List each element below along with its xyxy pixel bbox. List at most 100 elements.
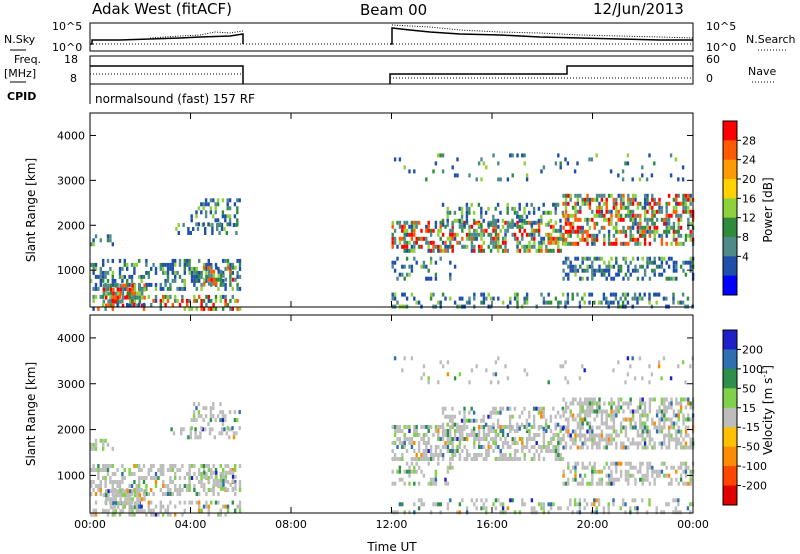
- echo-cell: [636, 409, 640, 414]
- echo-cell: [684, 233, 688, 238]
- echo-cell: [485, 498, 488, 503]
- echo-cell: [591, 445, 594, 450]
- echo-cell: [564, 157, 567, 162]
- echo-cell: [413, 228, 416, 233]
- echo-cell: [501, 425, 505, 429]
- echo-cell: [131, 303, 134, 308]
- echo-cell: [576, 292, 579, 297]
- echo-cell: [485, 453, 488, 457]
- echo-cell: [634, 213, 637, 218]
- echo-cell: [564, 197, 568, 202]
- echo-cell: [425, 228, 428, 233]
- echo-cell: [439, 437, 442, 441]
- echo-cell: [523, 218, 526, 223]
- echo-cell: [646, 264, 649, 269]
- echo-cell: [104, 476, 107, 480]
- echo-cell: [420, 437, 423, 441]
- echo-cell: [571, 417, 575, 422]
- echo-cell: [133, 489, 137, 494]
- echo-cell: [675, 397, 678, 402]
- echo-cell: [200, 472, 203, 476]
- echo-cell: [415, 224, 418, 229]
- echo-cell: [92, 262, 95, 267]
- echo-cell: [648, 300, 651, 305]
- echo-cell: [533, 232, 536, 237]
- echo-cell: [569, 469, 572, 474]
- echo-cell: [665, 201, 668, 206]
- echo-cell: [468, 410, 471, 415]
- echo-cell: [398, 469, 402, 474]
- echo-cell: [636, 256, 640, 261]
- echo-cell: [610, 209, 613, 214]
- echo-cell: [549, 441, 553, 445]
- echo-cell: [232, 223, 236, 227]
- echo-cell: [576, 229, 580, 234]
- echo-cell: [554, 457, 558, 461]
- echo-cell: [128, 484, 131, 488]
- echo-cell: [198, 294, 201, 299]
- echo-cell: [675, 197, 678, 202]
- echo-cell: [194, 435, 197, 440]
- echo-cell: [641, 233, 644, 238]
- echo-cell: [480, 498, 483, 503]
- echo-cell: [552, 437, 555, 441]
- echo-cell: [682, 413, 685, 418]
- echo-cell: [569, 197, 572, 202]
- echo-cell: [209, 414, 213, 419]
- echo-cell: [559, 441, 562, 445]
- echo-cell: [114, 480, 117, 484]
- echo-cell: [595, 409, 599, 414]
- echo-cell: [650, 173, 654, 178]
- echo-cell: [581, 433, 584, 438]
- echo-cell: [417, 300, 421, 305]
- echo-cell: [197, 402, 201, 407]
- echo-cell: [106, 512, 110, 517]
- echo-cell: [238, 198, 241, 203]
- echo-cell: [92, 266, 95, 271]
- echo-cell: [180, 427, 183, 432]
- echo-cell: [480, 425, 483, 429]
- echo-cell: [460, 218, 464, 223]
- echo-cell: [480, 228, 483, 233]
- echo-cell: [516, 441, 519, 445]
- echo-cell: [410, 264, 414, 269]
- echo-cell: [591, 429, 594, 434]
- echo-cell: [670, 405, 673, 410]
- echo-cell: [610, 433, 613, 438]
- echo-cell: [405, 461, 409, 466]
- echo-cell: [456, 240, 459, 245]
- echo-cell: [193, 266, 196, 271]
- echo-cell: [603, 401, 606, 406]
- echo-cell: [234, 486, 237, 491]
- echo-cell: [621, 502, 625, 507]
- echo-cell: [679, 461, 683, 466]
- echo-cell: [231, 262, 234, 267]
- echo-cell: [665, 260, 668, 265]
- echo-cell: [667, 225, 671, 230]
- echo-cell: [639, 213, 642, 218]
- echo-cell: [195, 406, 198, 411]
- echo-cell: [633, 296, 637, 301]
- echo-cell: [588, 217, 592, 222]
- echo-cell: [687, 433, 690, 438]
- echo-cell: [128, 508, 131, 513]
- echo-cell: [154, 298, 158, 303]
- echo-cell: [689, 477, 692, 482]
- echo-cell: [444, 445, 447, 449]
- echo-cell: [574, 209, 577, 214]
- echo-cell: [653, 233, 656, 238]
- echo-cell: [675, 205, 678, 210]
- echo-cell: [97, 306, 100, 311]
- echo-cell: [653, 469, 656, 474]
- echo-cell: [398, 220, 402, 225]
- echo-cell: [516, 449, 519, 453]
- echo-cell: [581, 268, 584, 273]
- echo-cell: [571, 441, 575, 446]
- echo-cell: [537, 457, 541, 461]
- velocity-y-label: Slant Range [km]: [24, 362, 38, 466]
- x-tick-label: 00:00: [677, 518, 709, 531]
- echo-cell: [126, 294, 129, 299]
- echo-cell: [458, 433, 462, 437]
- echo-cell: [579, 409, 582, 414]
- echo-cell: [622, 401, 625, 406]
